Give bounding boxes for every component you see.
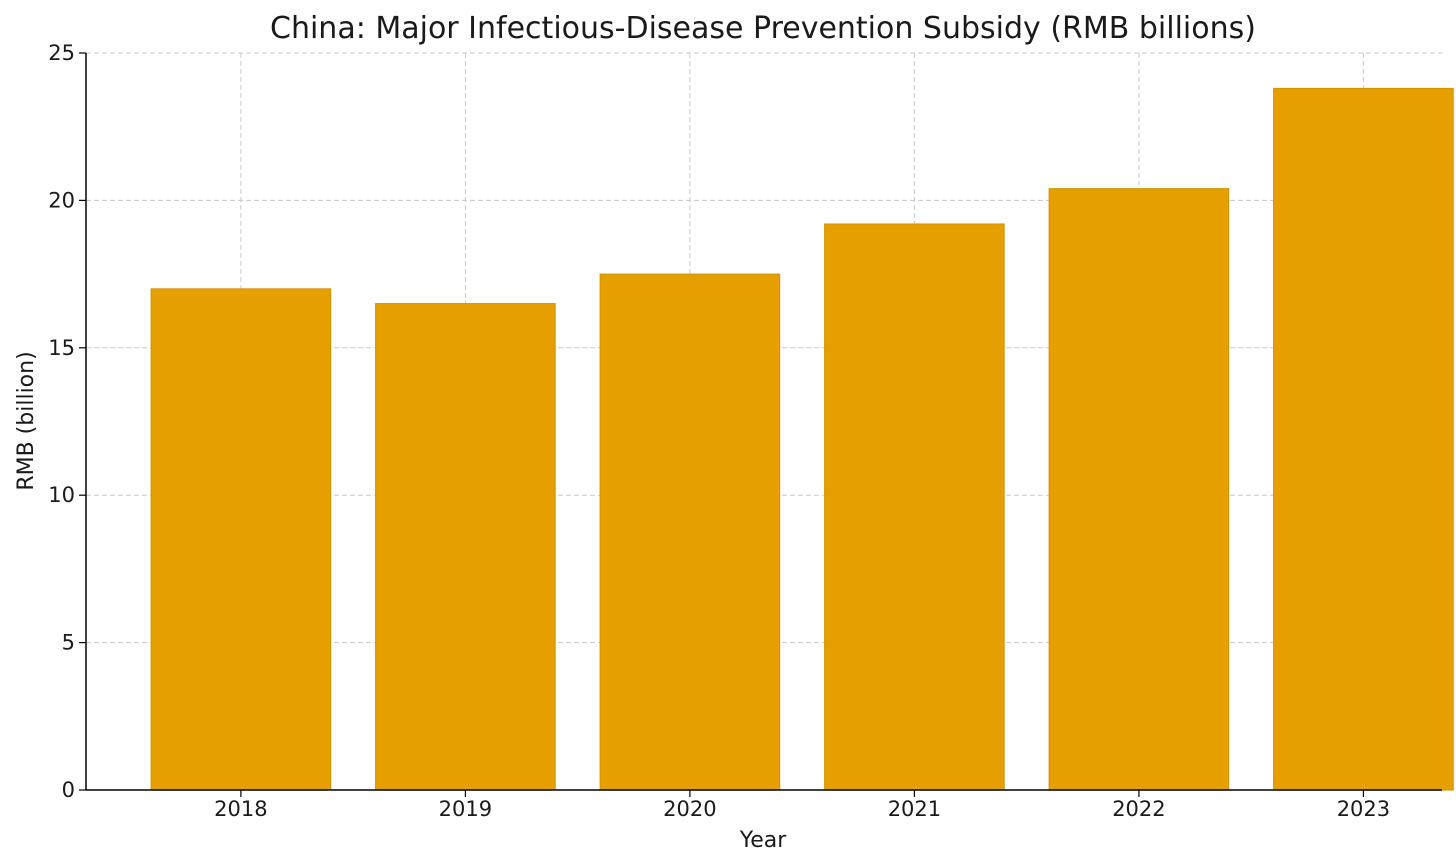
- chart-title: China: Major Infectious-Disease Preventi…: [270, 11, 1256, 46]
- x-tick-label: 2021: [888, 797, 941, 821]
- axes-layer: 0 5 10 15 20 25 2018 2019 2020 2021 2022 2023: [48, 41, 1442, 821]
- y-tick-label: 20: [48, 188, 75, 212]
- x-tick-label: 2022: [1112, 797, 1165, 821]
- bar-2018: [150, 288, 332, 791]
- y-tick-label: 10: [48, 483, 75, 507]
- bar-2021: [824, 223, 1005, 791]
- bar-2019: [375, 303, 556, 791]
- y-tick-label: 5: [62, 631, 75, 655]
- bar-2022: [1048, 188, 1230, 791]
- x-tick-label: 2019: [439, 797, 492, 821]
- x-tick-label: 2018: [214, 797, 267, 821]
- bars-layer: [150, 87, 1454, 791]
- x-tick-label: 2023: [1337, 797, 1390, 821]
- bar-2023: [1273, 87, 1454, 791]
- y-tick-label: 0: [62, 778, 75, 802]
- x-tick-label: 2020: [663, 797, 716, 821]
- y-tick-label: 15: [48, 336, 75, 360]
- bar-2020: [599, 273, 781, 791]
- y-tick-label: 25: [48, 41, 75, 65]
- x-axis-label: Year: [739, 828, 788, 853]
- y-axis-label: RMB (billion): [14, 351, 39, 490]
